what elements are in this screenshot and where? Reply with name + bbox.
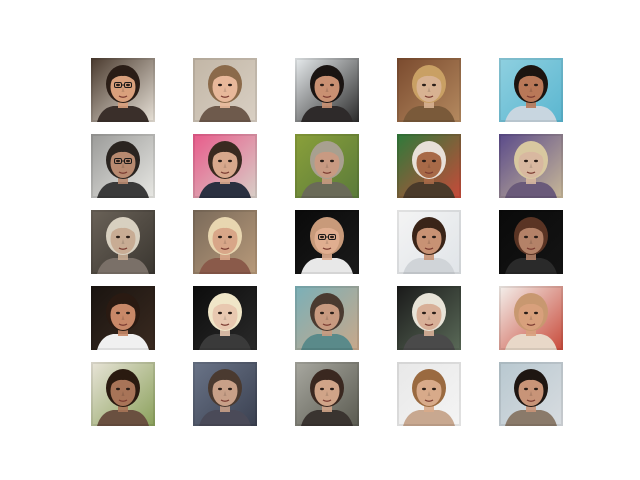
face-image-r2-c1 — [91, 134, 155, 198]
face-image-r4-c3 — [295, 286, 359, 350]
face-image-r1-c5 — [499, 58, 563, 122]
face-thumbnail — [499, 286, 563, 350]
face-thumbnail — [91, 134, 155, 198]
face-thumbnail — [91, 362, 155, 426]
face-image-r3-c2 — [193, 210, 257, 274]
face-thumbnail — [295, 58, 359, 122]
face-thumbnail — [397, 134, 461, 198]
face-thumbnail — [499, 58, 563, 122]
face-thumbnail — [295, 286, 359, 350]
face-image-r5-c1 — [91, 362, 155, 426]
face-image-r3-c5 — [499, 210, 563, 274]
face-image-r5-c2 — [193, 362, 257, 426]
face-thumbnail — [295, 134, 359, 198]
face-image-r1-c1 — [91, 58, 155, 122]
face-thumbnail — [193, 286, 257, 350]
face-image-r3-c1 — [91, 210, 155, 274]
face-thumbnail — [499, 210, 563, 274]
face-image-r2-c5 — [499, 134, 563, 198]
face-thumbnail — [193, 362, 257, 426]
face-image-r4-c1 — [91, 286, 155, 350]
face-image-r3-c4 — [397, 210, 461, 274]
face-image-r4-c2 — [193, 286, 257, 350]
face-thumbnail — [397, 210, 461, 274]
face-image-r3-c3 — [295, 210, 359, 274]
face-image-r5-c5 — [499, 362, 563, 426]
face-image-r1-c4 — [397, 58, 461, 122]
face-thumbnail — [193, 210, 257, 274]
face-thumbnail — [397, 58, 461, 122]
face-image-r1-c2 — [193, 58, 257, 122]
face-image-grid — [91, 58, 563, 426]
face-thumbnail — [193, 58, 257, 122]
face-thumbnail — [91, 58, 155, 122]
face-image-r2-c4 — [397, 134, 461, 198]
face-thumbnail — [397, 286, 461, 350]
face-image-r4-c4 — [397, 286, 461, 350]
face-image-r4-c5 — [499, 286, 563, 350]
face-thumbnail — [91, 286, 155, 350]
face-thumbnail — [499, 134, 563, 198]
face-image-r2-c3 — [295, 134, 359, 198]
face-image-r5-c3 — [295, 362, 359, 426]
face-image-r1-c3 — [295, 58, 359, 122]
face-thumbnail — [397, 362, 461, 426]
face-image-r5-c4 — [397, 362, 461, 426]
face-thumbnail — [295, 362, 359, 426]
face-thumbnail — [499, 362, 563, 426]
face-thumbnail — [91, 210, 155, 274]
face-image-r2-c2 — [193, 134, 257, 198]
face-thumbnail — [295, 210, 359, 274]
face-thumbnail — [193, 134, 257, 198]
